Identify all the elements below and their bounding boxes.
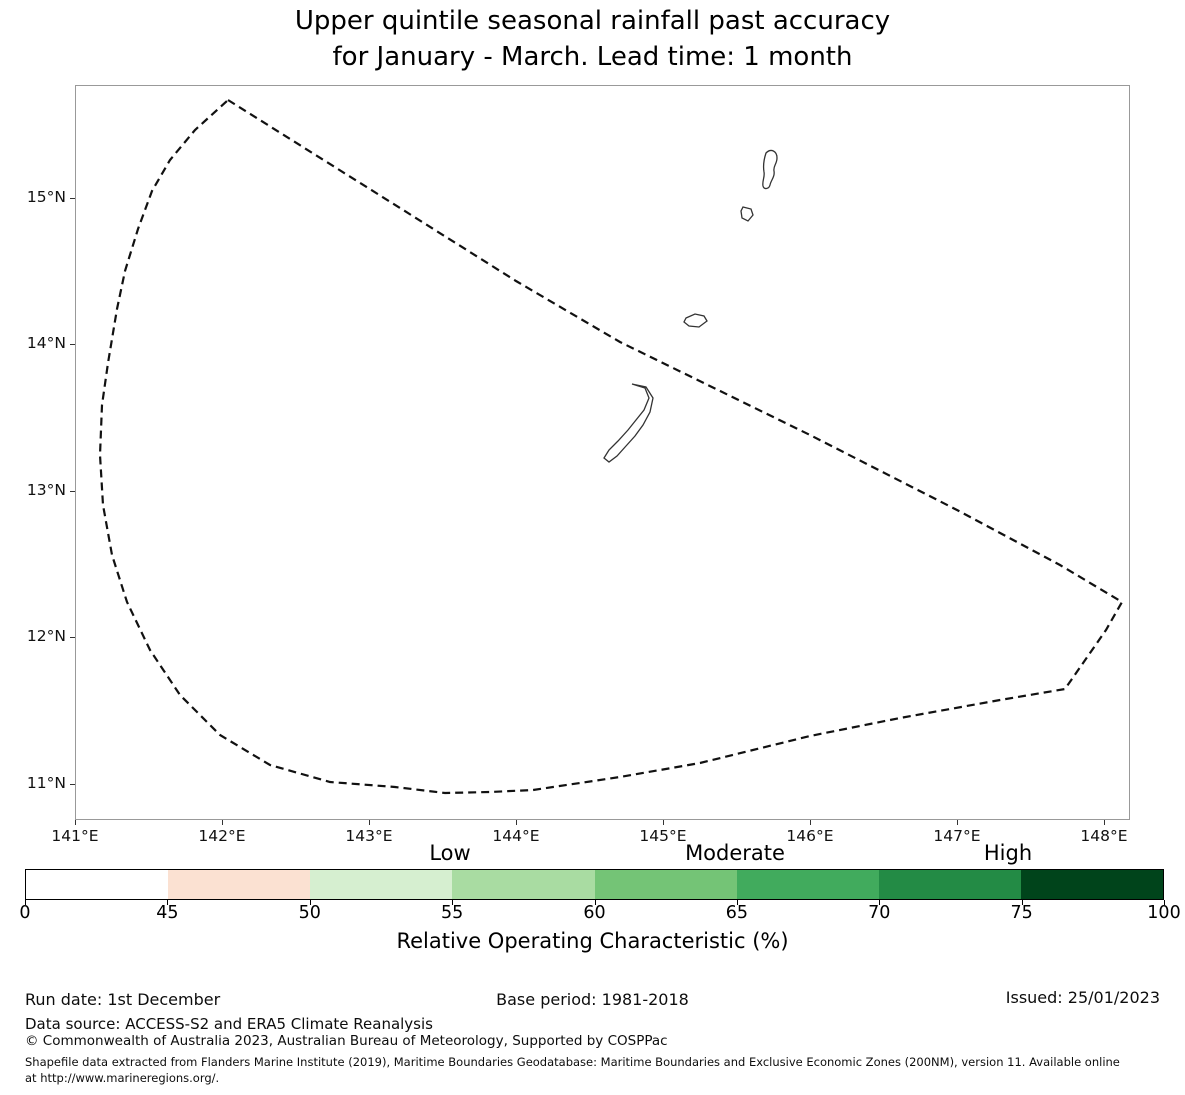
colorbar-tick-mark	[25, 900, 26, 905]
colorbar-tick-label: 45	[156, 903, 179, 923]
colorbar-tick-label: 65	[725, 903, 749, 923]
colorbar	[25, 869, 1164, 900]
x-tick-mark	[957, 820, 958, 825]
chart-title-line2: for January - March. Lead time: 1 month	[332, 42, 853, 72]
issued-date-text: Issued: 25/01/2023	[1005, 988, 1160, 1007]
colorbar-segment	[736, 870, 879, 899]
x-tick-label: 148°E	[1080, 827, 1128, 845]
x-tick-mark	[369, 820, 370, 825]
y-tick-mark	[70, 784, 75, 785]
colorbar-tick-mark	[309, 900, 311, 905]
data-source-text: Data source: ACCESS-S2 and ERA5 Climate …	[25, 1015, 433, 1033]
y-tick-label: 12°N	[26, 627, 66, 645]
colorbar-segment	[26, 870, 169, 899]
colorbar-zone-label-low: Low	[429, 841, 471, 865]
colorbar-tick-label: 100	[1147, 903, 1181, 923]
colorbar-segment	[878, 870, 1021, 899]
colorbar-tick-label: 70	[868, 903, 891, 923]
x-tick-mark	[75, 820, 76, 825]
base-period-text: Base period: 1981-2018	[496, 990, 689, 1009]
copyright-text: © Commonwealth of Australia 2023, Austra…	[25, 1033, 668, 1049]
colorbar-axis-label: Relative Operating Characteristic (%)	[396, 929, 789, 953]
x-tick-label: 147°E	[933, 827, 981, 845]
x-tick-label: 146°E	[786, 827, 834, 845]
map-frame	[75, 85, 1130, 820]
colorbar-tick-mark	[1164, 900, 1165, 905]
colorbar-segment	[310, 870, 453, 899]
run-date-text: Run date: 1st December	[25, 990, 221, 1009]
x-tick-label: 141°E	[51, 827, 99, 845]
colorbar-tick-label: 0	[19, 903, 31, 923]
colorbar-tick-label: 50	[298, 903, 321, 923]
y-tick-label: 14°N	[26, 334, 66, 352]
x-tick-mark	[222, 820, 223, 825]
colorbar-tick-mark	[452, 900, 454, 905]
y-tick-mark	[70, 491, 75, 492]
colorbar-segment	[168, 870, 311, 899]
x-tick-label: 144°E	[492, 827, 540, 845]
y-tick-mark	[70, 344, 75, 345]
x-tick-mark	[810, 820, 811, 825]
shapefile-note-line2: at http://www.marineregions.org/.	[25, 1071, 220, 1085]
colorbar-segment	[1020, 870, 1163, 899]
colorbar-tick-label: 60	[583, 903, 606, 923]
x-tick-label: 145°E	[639, 827, 687, 845]
x-tick-mark	[1104, 820, 1105, 825]
colorbar-tick-label: 55	[440, 903, 464, 923]
shapefile-note-line1: Shapefile data extracted from Flanders M…	[25, 1055, 1120, 1069]
colorbar-zone-label-moderate: Moderate	[685, 841, 785, 865]
y-tick-label: 13°N	[26, 481, 66, 499]
y-tick-mark	[70, 637, 75, 638]
colorbar-segment	[452, 870, 595, 899]
x-tick-mark	[516, 820, 517, 825]
colorbar-segment	[594, 870, 737, 899]
y-tick-mark	[70, 198, 75, 199]
x-tick-mark	[663, 820, 664, 825]
colorbar-tick-label: 75	[1010, 903, 1033, 923]
x-tick-label: 142°E	[198, 827, 246, 845]
y-tick-label: 15°N	[26, 188, 66, 206]
colorbar-tick-mark	[167, 900, 169, 905]
y-tick-label: 11°N	[26, 774, 66, 792]
colorbar-zone-label-high: High	[983, 841, 1033, 865]
colorbar-tick-mark	[1021, 900, 1023, 905]
x-tick-label: 143°E	[345, 827, 393, 845]
colorbar-tick-mark	[736, 900, 738, 905]
colorbar-tick-mark	[594, 900, 596, 905]
chart-title-line1: Upper quintile seasonal rainfall past ac…	[294, 6, 891, 36]
colorbar-tick-mark	[879, 900, 881, 905]
